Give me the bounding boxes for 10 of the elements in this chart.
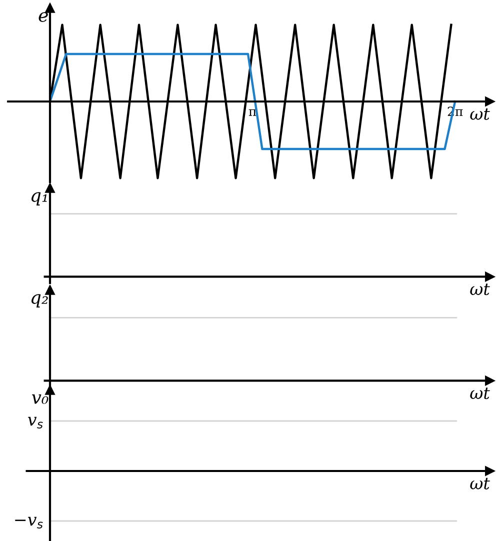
y-axis-title: e <box>38 12 48 22</box>
text: v$_{s}$ <box>28 416 43 428</box>
text: v₀ <box>32 394 48 404</box>
text: ωt <box>470 388 490 400</box>
text: ωt <box>470 284 490 296</box>
x-axis-title: ωt <box>470 108 490 120</box>
text: ωt <box>470 478 490 490</box>
text: q₁ <box>32 192 47 206</box>
text: −v$_{s}$ <box>15 516 43 528</box>
text: q₂ <box>32 294 48 308</box>
